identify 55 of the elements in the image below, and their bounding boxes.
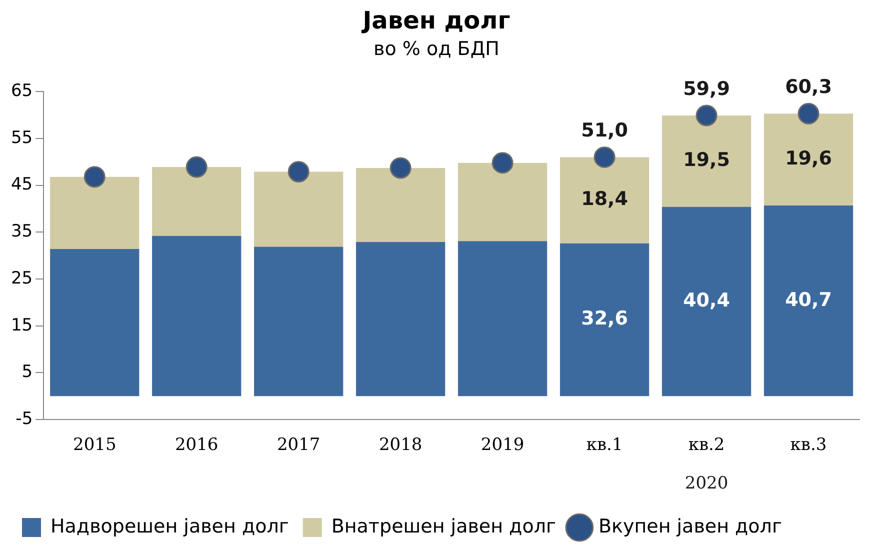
point (186, 156, 208, 178)
y-tick-label: 65 (10, 81, 33, 102)
bar (764, 114, 854, 206)
y-tick-label: 15 (10, 315, 33, 336)
legend-label: Внатрешен јавен долг (331, 515, 556, 538)
bar (254, 172, 344, 247)
bar (458, 241, 548, 396)
data-label: 18,4 (581, 188, 628, 210)
data-label: 40,7 (785, 288, 832, 311)
bar (764, 205, 854, 396)
x-tick-label: кв.2 (688, 435, 725, 456)
bar (356, 242, 446, 396)
bar (662, 115, 752, 207)
data-label: 59,9 (683, 78, 730, 100)
data-label: 32,6 (581, 308, 628, 330)
y-tick-label: 25 (10, 268, 33, 288)
point (696, 104, 718, 126)
bar (458, 162, 548, 242)
legend-label: Надворешен јавен долг (50, 515, 289, 538)
y-tick-label: -5 (16, 409, 33, 430)
bar (50, 249, 140, 396)
bar (662, 206, 752, 396)
bar (152, 236, 242, 396)
chart-title: Јавен долг (360, 6, 510, 35)
data-label: 51,0 (581, 120, 628, 142)
bar (560, 243, 650, 396)
data-label: 19,5 (683, 149, 730, 172)
bar (356, 168, 446, 242)
bar (254, 246, 344, 396)
point (798, 102, 820, 124)
point (594, 146, 616, 168)
text: 2020 (684, 473, 728, 494)
point (390, 157, 412, 179)
x-tick-label: 2019 (480, 435, 524, 456)
data-label: 60,3 (785, 76, 832, 98)
x-tick-label: 2015 (72, 435, 116, 456)
data-label: 40,4 (683, 289, 730, 312)
x-tick-label: 2016 (174, 435, 218, 456)
bar (152, 167, 242, 236)
bar (50, 176, 140, 250)
chart-subtitle: во % од БДП (374, 38, 500, 60)
y-tick-label: 55 (10, 128, 33, 148)
point (288, 160, 310, 182)
data-label: 19,6 (785, 147, 832, 170)
x-tick-label: 2017 (276, 435, 320, 456)
y-tick-label: 45 (10, 174, 33, 195)
x-tick-label: кв.1 (586, 435, 623, 456)
point (84, 166, 106, 188)
x-tick-label: 2018 (378, 435, 422, 456)
x-tick-label: кв.3 (790, 435, 827, 456)
bar (560, 157, 650, 244)
point (492, 152, 514, 174)
legend-label: Вкупен јавен долг (598, 515, 782, 538)
y-tick-label: 35 (10, 222, 33, 242)
y-tick-label: 5 (22, 362, 33, 382)
